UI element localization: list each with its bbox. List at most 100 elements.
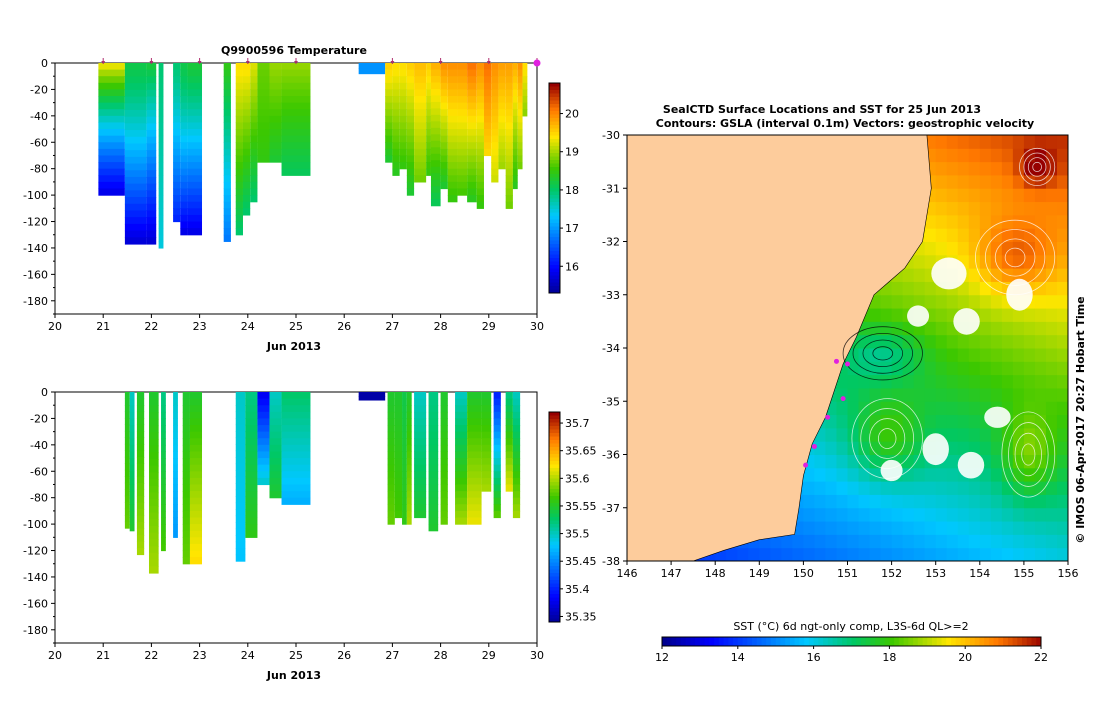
profile-16-cell	[392, 76, 400, 84]
profile-4-cell	[173, 76, 181, 84]
profile-24-cell	[493, 491, 501, 499]
profile-2-cell	[146, 130, 157, 138]
profile-16-cell	[392, 162, 400, 170]
sst-cell	[847, 414, 860, 429]
profile-2-cell	[146, 197, 157, 205]
profile-12-cell	[269, 63, 282, 71]
profile-32-cell	[517, 89, 523, 97]
profile-16-cell	[402, 431, 407, 439]
sst-cell	[880, 374, 893, 389]
profile-28-cell	[491, 69, 499, 77]
profile-6-cell	[187, 228, 203, 236]
sst-cell	[748, 547, 760, 561]
profile-23-cell	[447, 129, 458, 137]
sst-cell	[1034, 374, 1047, 389]
sst-cell	[869, 334, 882, 349]
sst-cell	[891, 547, 904, 561]
profile-7-cell	[189, 458, 203, 466]
profile-6-cell	[182, 517, 190, 525]
profile-17-cell	[406, 510, 412, 519]
sst-cell	[979, 214, 992, 229]
profile-26-cell	[476, 122, 484, 130]
profile-3-cell	[148, 519, 159, 527]
profile-24-cell	[457, 181, 468, 190]
profile-22-cell	[467, 411, 482, 420]
profile-10-cell	[257, 431, 270, 439]
sst-cell	[891, 334, 904, 349]
profile-0-cell	[124, 450, 130, 458]
profile-6-cell	[187, 109, 203, 117]
profile-6-cell	[187, 168, 203, 176]
profile-6-cell	[182, 537, 190, 545]
profile-8-cell	[235, 109, 243, 117]
sst-cell	[1045, 321, 1058, 336]
sst-cell	[935, 427, 948, 442]
profile-2-cell	[146, 76, 157, 84]
sst-cell	[814, 521, 826, 535]
sst-cell	[924, 281, 937, 296]
profile-24-cell	[493, 458, 501, 466]
profile-0-cell	[98, 142, 125, 150]
sst-cell	[968, 174, 981, 189]
profile-10-cell	[250, 122, 258, 130]
profile-7-cell	[223, 162, 231, 170]
profile-7-cell	[223, 89, 231, 97]
map-content	[627, 135, 1068, 561]
sst-cell	[968, 161, 981, 176]
profile-2-cell	[146, 190, 157, 198]
profile-6-cell	[187, 69, 203, 77]
x-tick-label: 26	[337, 649, 351, 662]
sst-cell	[869, 441, 882, 455]
profile-2-cell	[146, 223, 157, 232]
profile-12-cell	[281, 405, 311, 413]
seal-position	[825, 414, 831, 420]
profile-30-cell	[505, 201, 513, 209]
profile-2-cell	[136, 404, 145, 413]
profile-8-cell	[235, 181, 243, 190]
profile-16-cell	[392, 96, 400, 104]
profile-3-cell	[158, 241, 164, 249]
profile-21-cell	[455, 484, 468, 492]
sst-cell	[946, 214, 959, 229]
sst-cell	[990, 534, 1003, 549]
lon-tick-label: 150	[793, 567, 814, 580]
sst-cell	[858, 414, 871, 429]
sst-cell	[913, 294, 926, 309]
lat-tick-label: -33	[602, 289, 620, 302]
lat-tick-label: -34	[602, 342, 620, 355]
profile-6-cell	[182, 464, 190, 472]
profile-16-cell	[392, 129, 400, 137]
lat-tick-label: -36	[602, 449, 620, 462]
colorbar-swatch	[549, 244, 560, 248]
sst-cell	[968, 494, 981, 509]
sst-cell	[803, 454, 815, 469]
profile-21-cell	[455, 510, 468, 519]
profile-17-cell	[406, 431, 412, 439]
colorbar-swatch	[549, 93, 560, 98]
profile-7-cell	[189, 477, 203, 486]
sst-colorbar-swatch	[671, 637, 677, 646]
profile-22-cell	[440, 96, 448, 104]
sst-cell	[1023, 534, 1036, 549]
profile-4-cell	[161, 425, 166, 433]
profile-12-cell	[281, 477, 311, 486]
profile-6-cell	[187, 115, 203, 124]
profile-30-cell	[505, 115, 513, 124]
y-tick-label: -100	[23, 189, 48, 202]
sst-cell	[957, 547, 970, 561]
sst-cell	[924, 161, 937, 176]
profile-7-cell	[189, 425, 203, 433]
profile-24-cell	[457, 168, 468, 176]
profile-24-cell	[493, 431, 501, 439]
profile-25-cell	[467, 195, 477, 203]
sst-cell	[1045, 161, 1058, 176]
profile-24-cell	[493, 471, 501, 479]
profile-1-cell	[124, 89, 147, 98]
profile-30-cell	[505, 89, 513, 97]
profile-15-cell	[394, 411, 403, 420]
sst-colorbar-swatch	[804, 637, 810, 646]
colorbar-swatch	[549, 569, 560, 574]
sst-cell	[836, 467, 848, 482]
profile-24-cell	[457, 162, 468, 170]
profile-3-cell	[158, 175, 164, 183]
